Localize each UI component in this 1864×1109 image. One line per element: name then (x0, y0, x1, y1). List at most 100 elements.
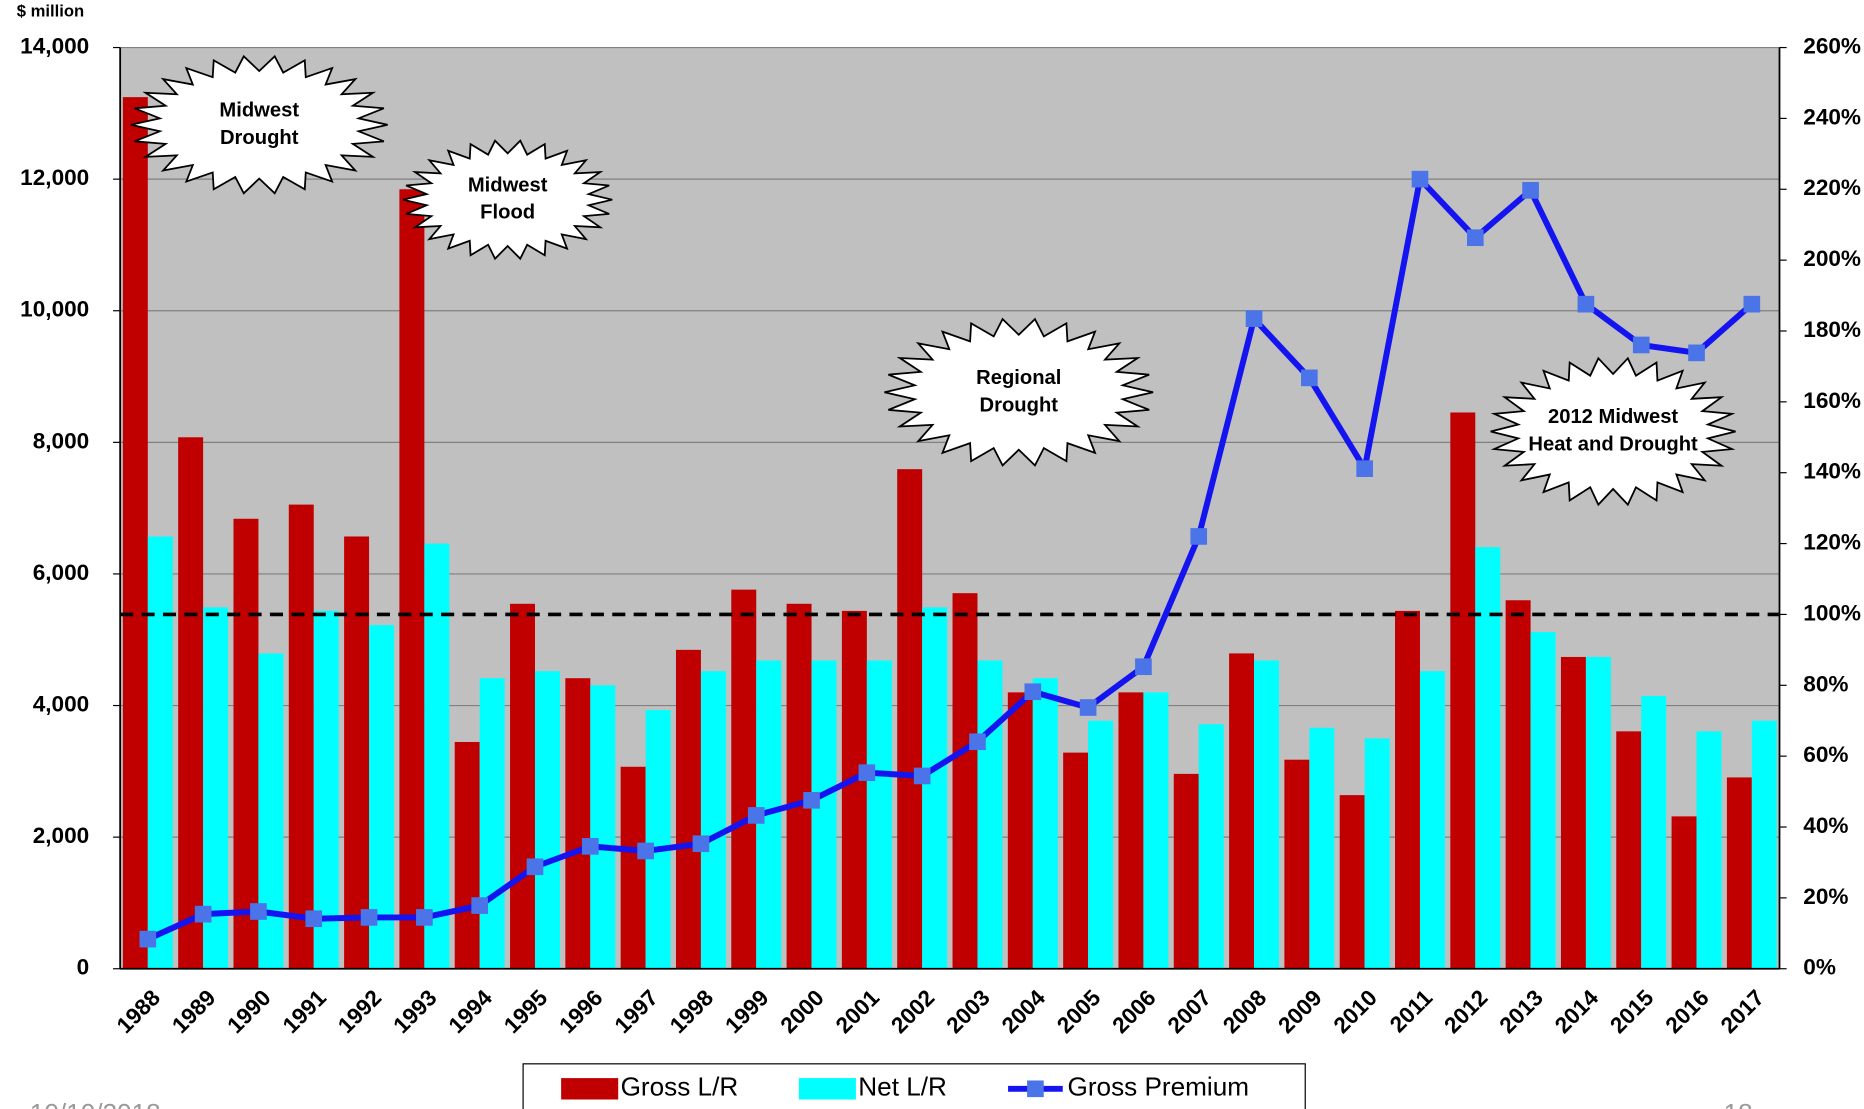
x-tick-label: 1994 (444, 985, 498, 1039)
x-tick-label: 2014 (1550, 985, 1604, 1039)
bar (1118, 692, 1144, 969)
starburst (1490, 356, 1736, 507)
line-marker (194, 905, 212, 923)
y2-tick-label: 40% (1803, 813, 1848, 838)
bar (147, 536, 173, 969)
bar (977, 660, 1003, 969)
bar (1475, 547, 1501, 969)
bar (1616, 731, 1642, 969)
bar (1751, 720, 1777, 969)
line-marker (526, 858, 544, 876)
x-tick-label: 2012 (1439, 985, 1492, 1038)
bar (1007, 692, 1033, 969)
legend-swatch (798, 1078, 856, 1100)
bar (675, 649, 701, 969)
bar (1530, 632, 1556, 969)
x-tick-label: 1991 (278, 985, 331, 1038)
bar (1671, 816, 1697, 969)
bar (731, 589, 757, 969)
line-marker (692, 835, 710, 853)
line-marker (1577, 295, 1595, 313)
bar (1198, 724, 1224, 969)
bar (1032, 678, 1058, 969)
bar (1419, 671, 1445, 969)
bar (1450, 412, 1476, 969)
x-tick-label: 2008 (1218, 985, 1271, 1038)
bar (811, 660, 837, 969)
y2-tick-label: 120% (1803, 530, 1861, 555)
bar (1641, 695, 1667, 969)
annotation-text: 2012 Midwest (1548, 406, 1678, 428)
x-tick-label: 1997 (610, 985, 663, 1038)
y-tick-label: 14,000 (20, 34, 89, 59)
line-marker (637, 842, 654, 860)
bar (178, 437, 204, 969)
x-tick-label: 2013 (1495, 985, 1548, 1038)
line-marker (1190, 528, 1208, 545)
footer-date: 10/10/2018 (30, 1098, 161, 1109)
bar (1309, 727, 1335, 969)
x-tick-label: 1989 (167, 985, 220, 1038)
bar (1560, 656, 1586, 969)
line-marker (913, 767, 931, 785)
bar (1364, 738, 1390, 969)
bar (1339, 795, 1365, 969)
bar (866, 660, 892, 969)
bar (897, 469, 923, 969)
y2-tick-label: 220% (1803, 175, 1861, 200)
line-marker (305, 910, 323, 928)
bar (786, 603, 812, 969)
line-marker (1632, 336, 1650, 354)
line-marker (747, 807, 765, 824)
bar (1696, 731, 1722, 969)
bar (645, 710, 671, 969)
line-marker (360, 909, 378, 926)
bar (700, 671, 726, 969)
y-tick-label: 0 (77, 955, 90, 980)
bar (1726, 777, 1752, 969)
x-tick-label: 1993 (388, 985, 441, 1038)
line-marker (471, 897, 489, 914)
line-marker (581, 838, 599, 855)
line-marker (1079, 699, 1097, 716)
bar (1395, 610, 1420, 969)
annotation-text: Drought (980, 394, 1059, 416)
bar (424, 543, 450, 969)
y-tick-label: 6,000 (33, 560, 90, 585)
line-marker (1743, 295, 1761, 313)
legend-swatch-marker (1027, 1080, 1044, 1098)
annotation-text: Heat and Drought (1528, 433, 1698, 455)
starburst (130, 54, 388, 195)
y-tick-label: 12,000 (20, 165, 89, 190)
x-tick-label: 2004 (997, 985, 1051, 1039)
bar (1063, 752, 1089, 969)
y2-tick-label: 100% (1803, 600, 1861, 625)
x-tick-label: 2009 (1273, 985, 1326, 1038)
annotation-text: Drought (220, 127, 299, 149)
x-tick-label: 2016 (1661, 985, 1714, 1038)
bar (288, 504, 314, 969)
line-marker (1688, 344, 1705, 362)
x-tick-label: 1996 (554, 985, 607, 1038)
legend-box (522, 1063, 1306, 1109)
bar (1143, 692, 1169, 969)
line-marker (1466, 229, 1484, 247)
x-tick-label: 2000 (776, 985, 829, 1038)
bar (258, 653, 284, 969)
legend-label: Gross Premium (1068, 1072, 1250, 1102)
x-tick-label: 2001 (831, 985, 884, 1038)
y2-tick-label: 180% (1803, 317, 1861, 342)
bar (922, 607, 948, 969)
y2-tick-label: 200% (1803, 246, 1861, 271)
line-marker (1522, 182, 1539, 199)
line-marker (1024, 683, 1042, 701)
x-tick-label: 1992 (333, 985, 386, 1038)
y2-tick-label: 140% (1803, 459, 1861, 484)
bar (1254, 660, 1280, 969)
line (146, 176, 1754, 942)
line-marker (858, 764, 876, 781)
starburst (884, 317, 1154, 467)
y2-tick-label: 160% (1803, 388, 1861, 413)
